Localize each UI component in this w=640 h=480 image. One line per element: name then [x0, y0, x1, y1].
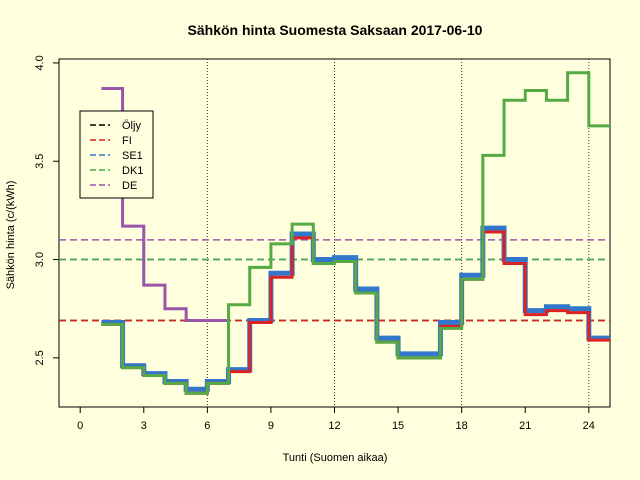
legend-label-öljy: Öljy [122, 120, 141, 132]
x-tick-label: 21 [519, 420, 531, 432]
plot-area: 0 3 6 9 12 15 18 21 24 2.5 3.0 3.5 4.0 [34, 55, 611, 432]
x-tick-label: 6 [204, 420, 210, 432]
x-tick-label: 3 [141, 420, 147, 432]
y-tick-label: 4.0 [34, 55, 46, 70]
y-axis-label: Sähkön hinta (c/(kWh) [5, 181, 17, 290]
series-line-dk1 [101, 71, 610, 395]
y-tick-label: 3.5 [34, 154, 46, 169]
x-tick-label: 18 [456, 420, 468, 432]
x-axis-label: Tunti (Suomen aikaa) [283, 452, 388, 464]
legend: Öljy FI SE1 DK1 DE [79, 110, 154, 199]
x-tick-label: 0 [77, 420, 83, 432]
x-tick-label: 12 [328, 420, 340, 432]
x-tick-label: 15 [392, 420, 404, 432]
legend-label-se1: SE1 [122, 150, 143, 162]
legend-label-fi: FI [122, 135, 132, 147]
legend-label-dk1: DK1 [122, 165, 143, 177]
chart-title: Sähkön hinta Suomesta Saksaan 2017-06-10 [188, 22, 483, 38]
legend-label-de: DE [122, 180, 137, 192]
y-tick-label: 2.5 [34, 350, 46, 365]
y-tick-label: 3.0 [34, 252, 46, 267]
x-tick-label: 9 [268, 420, 274, 432]
x-tick-label: 24 [583, 420, 595, 432]
